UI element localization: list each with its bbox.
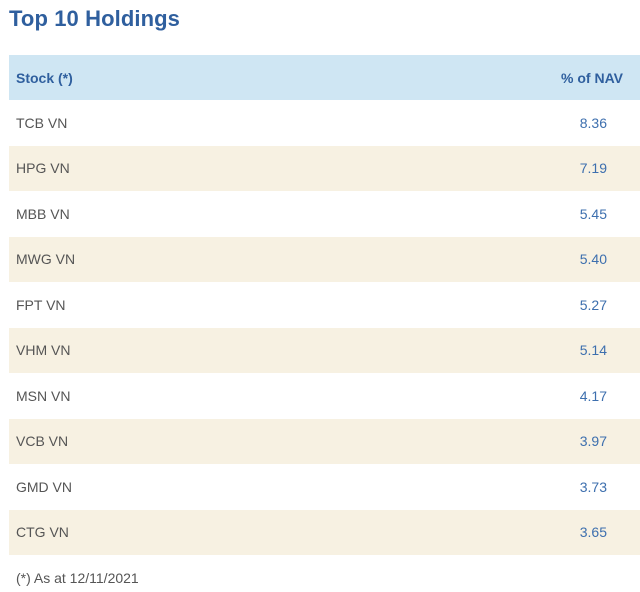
stock-cell: MBB VN [16,205,70,222]
table-row: VHM VN 5.14 [9,327,640,373]
nav-cell: 3.65 [579,524,607,541]
table-row: CTG VN 3.65 [9,509,640,555]
stock-cell: VHM VN [16,342,71,359]
stock-cell: TCB VN [16,114,68,131]
nav-column-header: % of NAV [561,69,623,86]
table-row: FPT VN 5.27 [9,282,640,328]
stock-cell: VCB VN [16,433,69,450]
stock-cell: FPT VN [16,296,66,313]
nav-cell: 5.27 [579,296,607,313]
stock-column-header: Stock (*) [16,69,73,86]
nav-cell: 3.97 [579,433,607,450]
table-row: MSN VN 4.17 [9,373,640,419]
table-row: GMD VN 3.73 [9,464,640,510]
nav-cell: 3.73 [579,478,607,495]
table-row: TCB VN 8.36 [9,100,640,146]
table-header: Stock (*) % of NAV [9,55,640,100]
stock-cell: CTG VN [16,524,69,541]
page-title: Top 10 Holdings [9,6,180,31]
nav-cell: 5.14 [579,342,607,359]
nav-cell: 5.40 [579,251,607,268]
table-row: MBB VN 5.45 [9,191,640,237]
stock-cell: MWG VN [16,251,76,268]
table-row: VCB VN 3.97 [9,418,640,464]
table-row: MWG VN 5.40 [9,236,640,282]
footnote: (*) As at 12/11/2021 [16,570,139,586]
stock-cell: HPG VN [16,160,70,177]
nav-cell: 5.45 [579,205,607,222]
nav-cell: 8.36 [579,114,607,131]
holdings-table: Stock (*) % of NAV TCB VN 8.36 HPG VN 7.… [9,55,640,555]
nav-cell: 7.19 [579,160,607,177]
nav-cell: 4.17 [579,387,607,404]
stock-cell: MSN VN [16,387,71,404]
table-row: HPG VN 7.19 [9,145,640,191]
stock-cell: GMD VN [16,478,72,495]
